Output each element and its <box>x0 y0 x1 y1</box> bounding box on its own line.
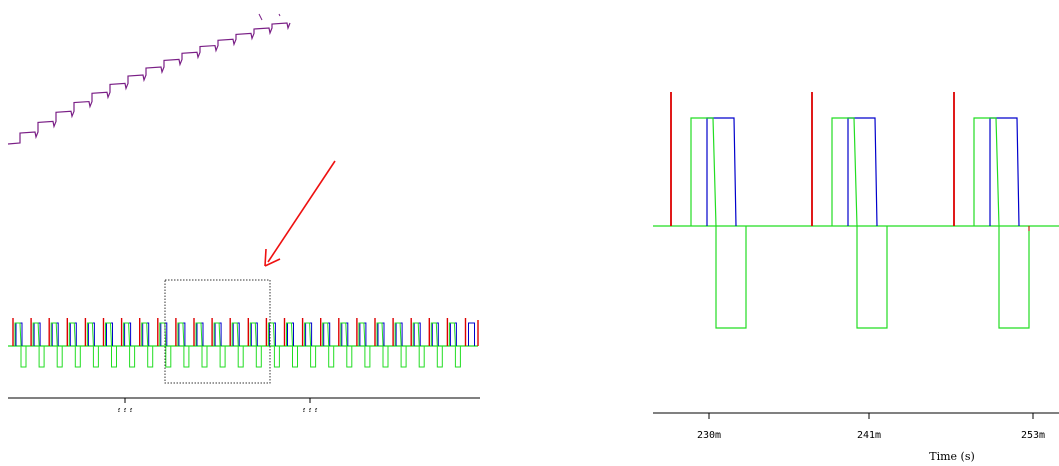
green-pulse <box>358 322 371 368</box>
x-tick-label: ??? <box>116 404 134 415</box>
green-pulse <box>105 322 117 368</box>
blue-pulse <box>989 117 1020 227</box>
green-pulse <box>159 322 172 368</box>
green-pulse <box>231 322 244 368</box>
x-axis-ticks: 230m 241m 253m <box>697 430 1045 441</box>
green-pulse <box>249 322 262 368</box>
green-pulse <box>448 322 461 368</box>
green-pulse <box>50 322 63 368</box>
green-pulse <box>430 322 443 368</box>
green-pulse <box>267 322 280 368</box>
zoom-arrow <box>264 160 336 267</box>
green-pulse <box>304 322 317 368</box>
x-tick-label: 253m <box>1021 430 1045 441</box>
blue-pulse <box>706 117 737 227</box>
green-pulse <box>690 117 747 329</box>
overview-chart: ?????? <box>7 13 480 415</box>
green-pulse <box>177 322 190 368</box>
x-tick-label: ??? <box>301 404 319 415</box>
green-pulse <box>213 322 226 368</box>
green-pulse <box>86 322 99 368</box>
green-pulse <box>195 322 208 368</box>
green-pulse <box>394 322 407 368</box>
x-tick-label: 241m <box>857 430 881 441</box>
green-pulse <box>376 322 389 368</box>
arrow-shaft <box>267 160 336 263</box>
ramp-line <box>7 22 291 145</box>
green-pulse <box>322 322 335 368</box>
ramp-tail <box>278 13 281 17</box>
blue-pulse <box>847 117 878 227</box>
zoom-selection-box <box>164 279 271 384</box>
green-pulse <box>412 322 425 368</box>
blue-pulse <box>468 322 475 346</box>
green-pulse <box>340 322 353 368</box>
x-tick-label: 230m <box>697 430 721 441</box>
ramp-tail <box>258 13 263 21</box>
zoomed-chart: 230m 241m 253m Time (s) <box>653 92 1059 463</box>
x-axis-label: Time (s) <box>929 450 975 463</box>
green-pulse <box>32 322 45 368</box>
green-pulse <box>123 322 136 368</box>
green-pulse <box>141 322 154 368</box>
green-pulse <box>68 322 81 368</box>
green-pulse <box>286 322 298 368</box>
green-pulse <box>14 322 27 368</box>
arrow-head <box>264 248 281 267</box>
green-pulse <box>973 117 1030 329</box>
green-pulse <box>831 117 888 329</box>
